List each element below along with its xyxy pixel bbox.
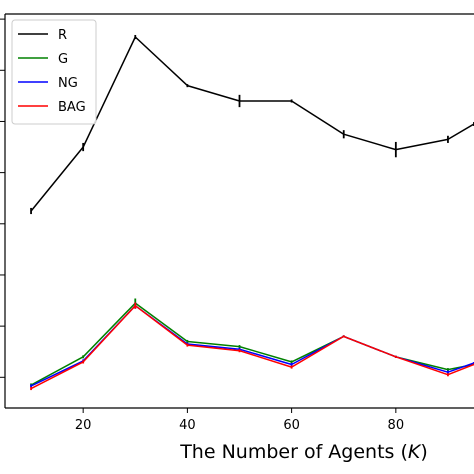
- series-r: [30, 34, 474, 215]
- legend-label-ng: NG: [58, 76, 78, 91]
- series-line-bag: [30, 304, 474, 390]
- x-tick-label-40: 40: [179, 418, 196, 433]
- x-tick-label-20: 20: [75, 418, 92, 433]
- series-line-g: [30, 302, 474, 386]
- x-axis-label-close: ): [420, 441, 427, 463]
- legend-label-g: G: [58, 52, 68, 67]
- x-axis-label: The Number of Agents (K): [179, 441, 428, 463]
- series-g: [30, 298, 474, 387]
- legend: RG NG BAG: [11, 19, 97, 125]
- series-ng: [30, 302, 474, 388]
- legend-label-bag: BAG: [58, 100, 86, 115]
- series-line-r: [30, 36, 474, 212]
- x-tick-label-60: 60: [283, 418, 300, 433]
- series-layer: [30, 34, 474, 391]
- legend-label-r: R: [58, 28, 67, 43]
- x-axis-label-symbol: K: [408, 441, 422, 463]
- legend-box: [11, 19, 97, 125]
- x-tick-label-80: 80: [388, 418, 405, 433]
- x-axis-label-main: The Number of Agents (: [179, 441, 408, 463]
- axes-layer: 20 40 60 80: [0, 13, 474, 433]
- series-bag: [30, 302, 474, 391]
